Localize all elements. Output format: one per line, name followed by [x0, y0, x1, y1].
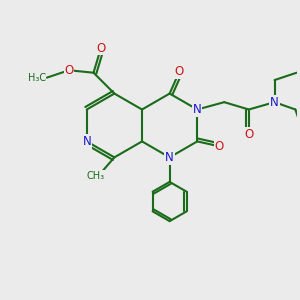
Text: O: O [64, 64, 74, 77]
Text: O: O [96, 42, 106, 55]
Text: O: O [215, 140, 224, 153]
Text: O: O [175, 65, 184, 78]
Text: N: N [270, 96, 279, 109]
Text: N: N [193, 103, 202, 116]
Text: N: N [82, 135, 91, 148]
Text: H₃C: H₃C [28, 73, 46, 82]
Text: O: O [244, 128, 254, 141]
Text: N: N [165, 151, 174, 164]
Text: CH₃: CH₃ [87, 171, 105, 181]
